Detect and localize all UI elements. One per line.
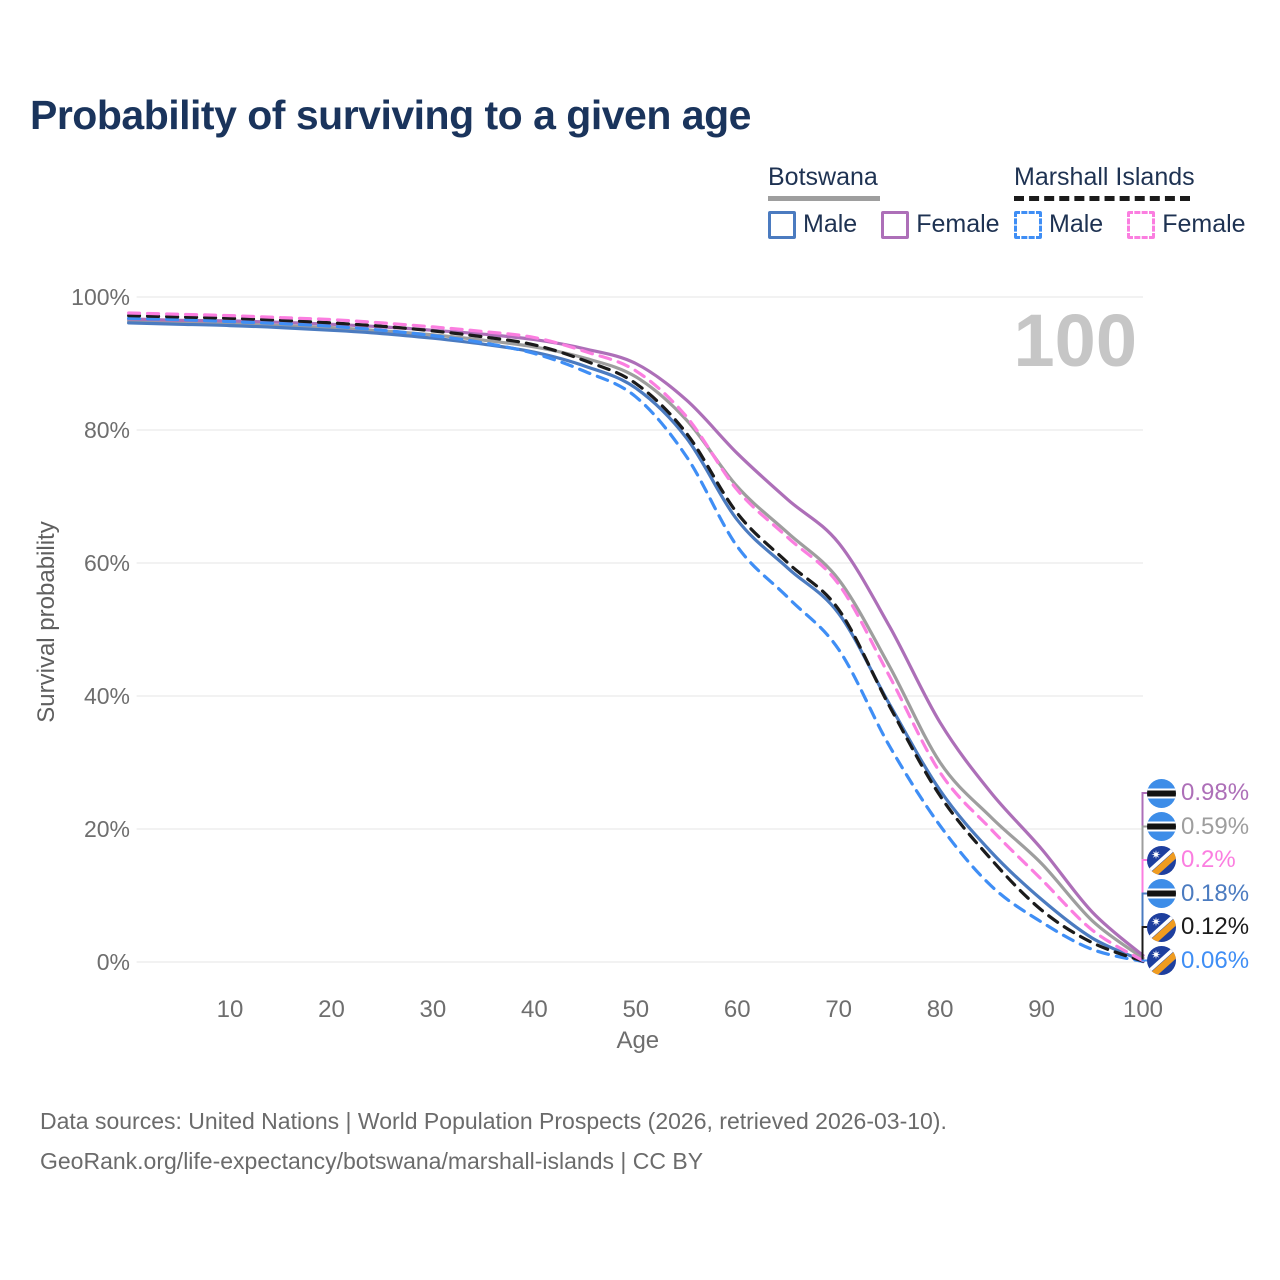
x-axis-title: Age — [616, 1027, 660, 1054]
x-tick-label: 60 — [723, 996, 751, 1023]
botswana-flag-icon — [1147, 879, 1176, 908]
end-label-value: 0.98% — [1181, 779, 1250, 806]
legend-label: Male — [803, 210, 858, 238]
y-tick-label: 100% — [71, 284, 130, 310]
y-tick-label: 80% — [83, 417, 130, 443]
end-label-botswana-all[interactable]: 0.59% — [1147, 812, 1249, 842]
y-tick-label: 20% — [83, 816, 130, 842]
x-tick-label: 70 — [825, 996, 853, 1023]
marshall-islands-flag-icon — [1147, 912, 1176, 942]
legend-item-botswana-male[interactable]: Male — [768, 210, 857, 239]
botswana-flag-icon — [1147, 812, 1176, 841]
end-label-marshall-islands-female[interactable]: 0.2% — [1147, 845, 1236, 875]
y-tick-label: 60% — [83, 550, 130, 576]
botswana-flag-icon — [1147, 778, 1176, 808]
end-label-marshall-islands-male[interactable]: 0.06% — [1147, 946, 1249, 976]
marshall-islands-line-swatch — [1014, 196, 1190, 201]
marshall-islands-male-checkbox-icon[interactable] — [1014, 210, 1042, 239]
x-tick-label: 20 — [318, 996, 345, 1023]
series-line-botswana-female[interactable] — [127, 317, 1145, 958]
x-tick-label: 50 — [622, 996, 650, 1023]
legend-item-marshall-islands-male[interactable]: Male — [1014, 210, 1103, 239]
marshall-islands-flag-icon — [1147, 845, 1176, 875]
y-tick-label: 0% — [96, 949, 130, 975]
marshall-islands-female-checkbox-icon[interactable] — [1127, 210, 1156, 239]
legend-header-botswana: Botswana — [768, 163, 878, 191]
legend-label: Female — [916, 210, 1000, 238]
legend-group-botswana: Botswana Male Female — [768, 163, 1000, 239]
end-label-marshall-islands-all[interactable]: 0.12% — [1147, 912, 1249, 942]
x-tick-label: 30 — [419, 996, 447, 1023]
attribution-note: GeoRank.org/life-expectancy/botswana/mar… — [40, 1148, 704, 1174]
y-tick-label: 40% — [83, 683, 130, 709]
legend-label: Male — [1049, 210, 1104, 238]
x-tick-label: 40 — [521, 996, 548, 1023]
series-line-botswana-male[interactable] — [127, 321, 1145, 963]
botswana-line-swatch — [768, 196, 880, 201]
x-tick-label: 10 — [216, 996, 244, 1023]
end-label-value: 0.2% — [1181, 846, 1236, 873]
legend-header-marshall-islands: Marshall Islands — [1014, 163, 1195, 191]
series-line-marshall-islands-female[interactable] — [127, 311, 1145, 963]
end-label-value: 0.12% — [1181, 913, 1250, 940]
series-line-botswana-all[interactable] — [127, 319, 1145, 960]
end-label-value: 0.59% — [1181, 812, 1250, 840]
end-label-botswana-female[interactable]: 0.98% — [1147, 778, 1249, 808]
page-title: Probability of surviving to a given age — [30, 92, 751, 138]
legend-label: Female — [1162, 210, 1246, 238]
marshall-islands-flag-icon — [1147, 946, 1176, 975]
data-sources-note: Data sources: United Nations | World Pop… — [40, 1108, 947, 1134]
legend-item-botswana-female[interactable]: Female — [881, 210, 1000, 239]
legend-group-marshall-islands: Marshall Islands Male Female — [1014, 163, 1246, 239]
series-line-marshall-islands-all[interactable] — [127, 314, 1145, 963]
legend-item-marshall-islands-female[interactable]: Female — [1127, 210, 1246, 239]
hovered-age-watermark: 100 — [1013, 299, 1137, 382]
end-label-botswana-male[interactable]: 0.18% — [1147, 879, 1249, 909]
series-line-marshall-islands-male[interactable] — [127, 316, 1145, 964]
y-axis-title: Survival probability — [33, 521, 60, 723]
x-tick-label: 90 — [1028, 996, 1055, 1023]
end-label-value: 0.06% — [1181, 946, 1250, 974]
botswana-male-checkbox-icon[interactable] — [768, 210, 796, 239]
x-tick-label: 80 — [926, 996, 954, 1023]
botswana-female-checkbox-icon[interactable] — [881, 210, 910, 239]
end-label-value: 0.18% — [1181, 879, 1250, 907]
x-tick-label: 100 — [1122, 996, 1164, 1023]
